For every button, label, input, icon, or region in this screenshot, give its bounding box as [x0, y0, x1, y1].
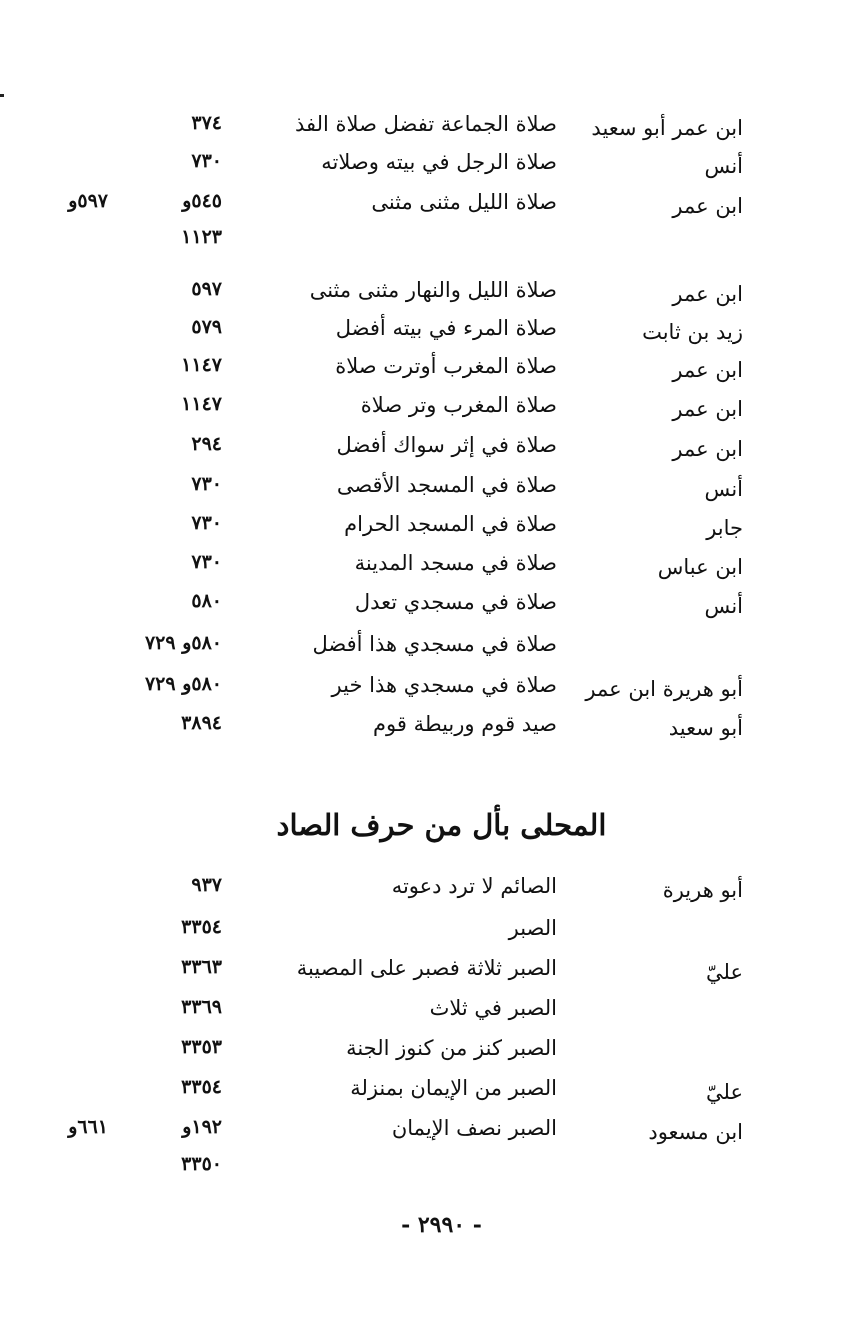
index-entry: ٣٣٥٠ — [0, 1153, 843, 1189]
narrator-name: ابن عمر — [672, 437, 743, 461]
reference-number: ٧٣٠ — [191, 473, 222, 495]
reference-number: ٣٨٩٤ — [181, 712, 222, 734]
reference-number: ١٩٢و — [182, 1116, 222, 1138]
reference-number: ٩٣٧ — [191, 874, 222, 896]
narrator-name: عليّ — [706, 1080, 743, 1104]
hadith-text: الصبر في ثلاث — [429, 996, 557, 1020]
index-entry: ابن عمر أبو سعيد صلاة الجماعة تفضل صلاة ا… — [0, 112, 843, 148]
narrator-name: ابن عمر — [672, 397, 743, 421]
index-entry: ابن عمر صلاة الليل والنهار مثنى مثنى ٥٩٧ — [0, 278, 843, 314]
index-entry: الصبر ٣٣٥٤ — [0, 916, 843, 952]
narrator-name: ابن عمر — [672, 358, 743, 382]
reference-number: ٣٣٥٤ — [181, 1076, 222, 1098]
index-entry: الصبر في ثلاث ٣٣٦٩ — [0, 996, 843, 1032]
index-entry: عليّ الصبر من الإيمان بمنزلة ٣٣٥٤ — [0, 1076, 843, 1112]
narrator-name: ابن عمر — [672, 194, 743, 218]
index-entry: ابن عمر صلاة المغرب وتر صلاة ١١٤٧ — [0, 393, 843, 429]
index-entry: ١١٢٣ — [0, 226, 843, 262]
hadith-text: صلاة المغرب أوترت صلاة — [335, 354, 557, 378]
index-entry: ابن عمر صلاة الليل مثنى مثنى ٥٤٥و ٥٩٧و — [0, 190, 843, 226]
hadith-text: صلاة في مسجدي هذا أفضل — [312, 632, 557, 656]
narrator-name: جابر — [706, 516, 743, 540]
narrator-name: ابن مسعود — [648, 1120, 743, 1144]
index-entry: ابن عباس صلاة في مسجد المدينة ٧٣٠ — [0, 551, 843, 587]
reference-number: ٣٣٥٤ — [181, 916, 222, 938]
hadith-text: الصائم لا ترد دعوته — [391, 874, 557, 898]
hadith-text: صلاة المرء في بيته أفضل — [335, 316, 557, 340]
narrator-name: زيد بن ثابت — [642, 320, 743, 344]
narrator-name: أبو هريرة ابن عمر — [585, 677, 743, 701]
reference-number: ٥٩٧ — [191, 278, 222, 300]
narrator-name: ابن عمر أبو سعيد — [591, 116, 743, 140]
hadith-text: صلاة في المسجد الأقصى — [336, 473, 557, 497]
reference-number: ٥٤٥و — [182, 190, 222, 212]
reference-number: ٥٨٠و ٧٢٩ — [144, 673, 222, 695]
reference-number: ١١٤٧ — [181, 354, 222, 376]
reference-number: ٧٣٠ — [191, 512, 222, 534]
hadith-text: صلاة الجماعة تفضل صلاة الفذ — [294, 112, 557, 136]
extra-reference: ٦٦١و — [68, 1116, 108, 1138]
narrator-name: ابن عمر — [672, 282, 743, 306]
hadith-text: الصبر كنز من كنوز الجنة — [346, 1036, 557, 1060]
index-entry: عليّ الصبر ثلاثة فصبر على المصيبة ٣٣٦٣ — [0, 956, 843, 992]
index-entry: صلاة في مسجدي هذا أفضل ٥٨٠و ٧٢٩ — [0, 632, 843, 668]
narrator-name: أنس — [704, 594, 743, 618]
reference-number: ٣٧٤ — [191, 112, 222, 134]
hadith-text: صلاة الليل مثنى مثنى — [371, 190, 557, 214]
index-entry: أنس صلاة في مسجدي تعدل ٥٨٠ — [0, 590, 843, 626]
page-number: - ٢٩٩٠ - — [401, 1212, 482, 1238]
narrator-name: أنس — [704, 477, 743, 501]
extra-reference: ٥٩٧و — [68, 190, 108, 212]
reference-number: ٢٩٤ — [191, 433, 222, 455]
index-entry: أبو سعيد صيد قوم وربيطة قوم ٣٨٩٤ — [0, 712, 843, 748]
reference-number: ٥٨٠و ٧٢٩ — [144, 632, 222, 654]
hadith-text: صلاة في إثر سواك أفضل — [336, 433, 557, 457]
reference-number: ٣٣٦٣ — [181, 956, 222, 978]
index-entry: أبو هريرة الصائم لا ترد دعوته ٩٣٧ — [0, 874, 843, 910]
hadith-text: الصبر نصف الإيمان — [391, 1116, 557, 1140]
hadith-text: صيد قوم وربيطة قوم — [373, 712, 557, 736]
hadith-text: صلاة في المسجد الحرام — [344, 512, 557, 536]
reference-number: ٥٧٩ — [191, 316, 222, 338]
narrator-name: أنس — [704, 154, 743, 178]
narrator-name: أبو سعيد — [668, 716, 743, 740]
section-heading: المحلى بأل من حرف الصاد — [276, 808, 607, 842]
reference-number: ٥٨٠ — [191, 590, 222, 612]
reference-number: ٣٣٥٠ — [181, 1153, 222, 1175]
hadith-text: الصبر ثلاثة فصبر على المصيبة — [296, 956, 557, 980]
hadith-text: الصبر من الإيمان بمنزلة — [350, 1076, 557, 1100]
index-entry: أنس صلاة الرجل في بيته وصلاته ٧٣٠ — [0, 150, 843, 186]
hadith-text: الصبر — [508, 916, 557, 940]
index-entry: جابر صلاة في المسجد الحرام ٧٣٠ — [0, 512, 843, 548]
index-entry: ابن مسعود الصبر نصف الإيمان ١٩٢و ٦٦١و — [0, 1116, 843, 1152]
index-entry: الصبر كنز من كنوز الجنة ٣٣٥٣ — [0, 1036, 843, 1072]
index-entry: أبو هريرة ابن عمر صلاة في مسجدي هذا خير ٥٨… — [0, 673, 843, 709]
reference-number: ١١٤٧ — [181, 393, 222, 415]
index-entry: ابن عمر صلاة في إثر سواك أفضل ٢٩٤ — [0, 433, 843, 469]
reference-number: ١١٢٣ — [181, 226, 222, 248]
reference-number: ٣٣٥٣ — [181, 1036, 222, 1058]
hadith-text: صلاة في مسجدي هذا خير — [331, 673, 557, 697]
scan-mark — [0, 94, 4, 97]
hadith-text: صلاة في مسجد المدينة — [354, 551, 557, 575]
index-entry: ابن عمر صلاة المغرب أوترت صلاة ١١٤٧ — [0, 354, 843, 390]
narrator-name: أبو هريرة — [662, 878, 743, 902]
reference-number: ٣٣٦٩ — [181, 996, 222, 1018]
reference-number: ٧٣٠ — [191, 551, 222, 573]
hadith-text: صلاة الرجل في بيته وصلاته — [321, 150, 557, 174]
reference-number: ٧٣٠ — [191, 150, 222, 172]
narrator-name: ابن عباس — [657, 555, 743, 579]
hadith-text: صلاة المغرب وتر صلاة — [360, 393, 557, 417]
index-entry: أنس صلاة في المسجد الأقصى ٧٣٠ — [0, 473, 843, 509]
hadith-text: صلاة الليل والنهار مثنى مثنى — [309, 278, 557, 302]
hadith-text: صلاة في مسجدي تعدل — [354, 590, 557, 614]
index-entry: زيد بن ثابت صلاة المرء في بيته أفضل ٥٧٩ — [0, 316, 843, 352]
narrator-name: عليّ — [706, 960, 743, 984]
